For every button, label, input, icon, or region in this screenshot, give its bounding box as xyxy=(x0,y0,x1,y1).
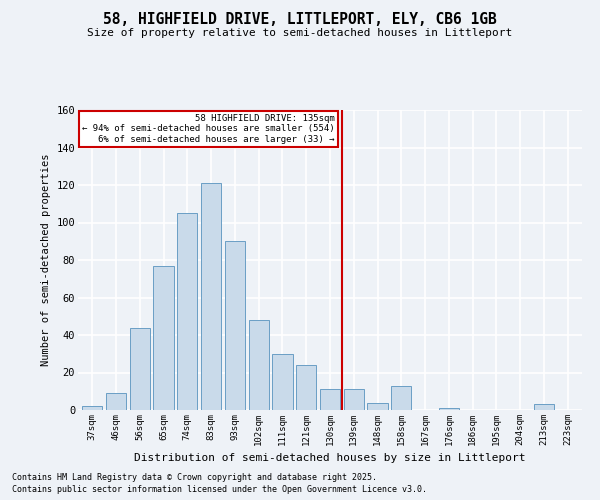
Text: Size of property relative to semi-detached houses in Littleport: Size of property relative to semi-detach… xyxy=(88,28,512,38)
Bar xyxy=(534,404,554,410)
Bar xyxy=(154,266,173,410)
Bar xyxy=(367,402,388,410)
Bar xyxy=(225,242,245,410)
Text: Contains public sector information licensed under the Open Government Licence v3: Contains public sector information licen… xyxy=(12,485,427,494)
Bar xyxy=(296,365,316,410)
Bar xyxy=(272,354,293,410)
Bar xyxy=(130,328,150,410)
Bar xyxy=(201,183,221,410)
Y-axis label: Number of semi-detached properties: Number of semi-detached properties xyxy=(41,154,51,366)
Bar xyxy=(391,386,412,410)
Bar xyxy=(82,406,103,410)
X-axis label: Distribution of semi-detached houses by size in Littleport: Distribution of semi-detached houses by … xyxy=(134,454,526,464)
Bar xyxy=(177,213,197,410)
Bar xyxy=(320,390,340,410)
Bar xyxy=(106,393,126,410)
Text: Contains HM Land Registry data © Crown copyright and database right 2025.: Contains HM Land Registry data © Crown c… xyxy=(12,472,377,482)
Bar xyxy=(439,408,459,410)
Bar xyxy=(248,320,269,410)
Text: 58 HIGHFIELD DRIVE: 135sqm
← 94% of semi-detached houses are smaller (554)
6% of: 58 HIGHFIELD DRIVE: 135sqm ← 94% of semi… xyxy=(82,114,335,144)
Text: 58, HIGHFIELD DRIVE, LITTLEPORT, ELY, CB6 1GB: 58, HIGHFIELD DRIVE, LITTLEPORT, ELY, CB… xyxy=(103,12,497,28)
Bar xyxy=(344,390,364,410)
